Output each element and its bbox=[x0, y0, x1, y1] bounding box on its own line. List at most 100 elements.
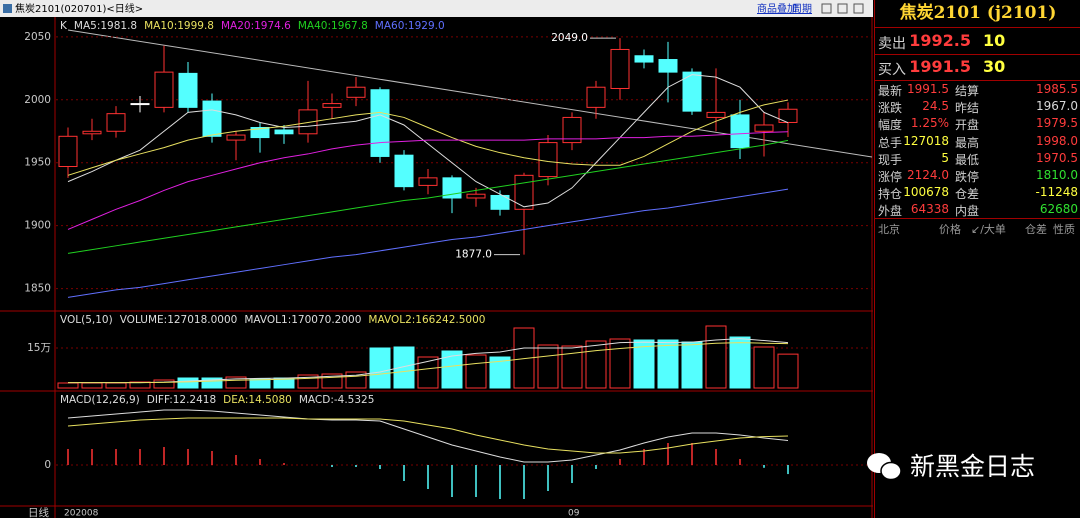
volume-bar bbox=[201, 377, 223, 389]
indicator-line bbox=[67, 139, 789, 254]
candle-body bbox=[418, 177, 438, 186]
x-tick-label: 202008 bbox=[64, 509, 99, 518]
indicator-line bbox=[68, 342, 789, 384]
legend-entry: MACD:-4.5325 bbox=[299, 394, 375, 406]
legend-entry: MA60:1929.0 bbox=[375, 20, 445, 32]
toolbar-icon[interactable] bbox=[837, 3, 848, 14]
candle-body bbox=[370, 89, 390, 157]
candle-body bbox=[754, 124, 774, 132]
volume-bar bbox=[753, 346, 775, 389]
contract-title: 焦炭2101 (j2101) bbox=[875, 0, 1080, 28]
candle-body bbox=[706, 111, 726, 118]
legend-entry: DIFF:12.2418 bbox=[147, 394, 216, 406]
legend-entry: VOL(5,10) bbox=[60, 314, 113, 326]
stat-value: 1970.5 bbox=[1036, 150, 1078, 165]
indicator-line bbox=[67, 131, 789, 230]
volume-bar bbox=[393, 346, 415, 389]
legend-entry: MAVOL2:166242.5000 bbox=[368, 314, 485, 326]
candle-body bbox=[466, 193, 486, 199]
candle-body bbox=[322, 103, 342, 108]
candle-body bbox=[226, 134, 246, 141]
stat-value: 1998.0 bbox=[1036, 133, 1078, 148]
stat-value: -11248 bbox=[1035, 185, 1078, 200]
chart: 焦炭2101(020701)<日线> 商品叠加 周期 日线 1850 1900 19… bbox=[0, 0, 873, 518]
stat-label: 涨停 bbox=[878, 170, 903, 184]
stat-value: 1810.0 bbox=[1036, 168, 1078, 182]
indicator-line bbox=[67, 188, 789, 298]
candle-body bbox=[394, 154, 414, 188]
volume-bar bbox=[465, 354, 487, 389]
stat-value: 1967.0 bbox=[1036, 99, 1078, 114]
volume-bar bbox=[249, 378, 271, 389]
stat-label: 昨结 bbox=[955, 101, 980, 116]
toolbar-icon[interactable] bbox=[853, 3, 864, 14]
watermark: 新黑金日志 bbox=[867, 452, 1035, 481]
stat-label: 最新 bbox=[878, 84, 903, 98]
candle-body bbox=[274, 129, 294, 135]
column-header: ↙/大单 bbox=[971, 223, 1006, 236]
candle-body bbox=[490, 194, 510, 210]
period-button[interactable]: 周期 bbox=[792, 3, 812, 15]
y-tick-label: 2050 bbox=[24, 31, 51, 43]
window-title: 焦炭2101(020701)<日线> bbox=[15, 2, 143, 15]
volume-bar bbox=[81, 382, 103, 389]
y-tick-label: 1850 bbox=[24, 283, 51, 295]
x-tick-label: 09 bbox=[568, 509, 580, 518]
annotation: 1877.0 bbox=[455, 249, 492, 261]
stat-value: 5 bbox=[941, 150, 949, 165]
volume-bar bbox=[609, 338, 631, 389]
stat-value: 1991.5 bbox=[907, 82, 949, 96]
candle-body bbox=[562, 116, 582, 144]
volume-bar bbox=[633, 339, 655, 389]
legend-entry: MA40:1967.8 bbox=[298, 20, 368, 32]
candle-body bbox=[154, 71, 174, 108]
candle-body bbox=[658, 59, 678, 73]
stat-label: 仓差 bbox=[955, 187, 980, 202]
legend-entry: K bbox=[60, 20, 68, 32]
candle-body bbox=[250, 127, 270, 139]
y-tick-label: 1900 bbox=[24, 220, 51, 232]
candle-body bbox=[130, 103, 150, 106]
candle-body bbox=[682, 71, 702, 112]
indicator-line bbox=[67, 74, 789, 208]
stat-label: 跌停 bbox=[955, 170, 980, 184]
candle-body bbox=[610, 48, 630, 89]
stat-label: 涨跌 bbox=[878, 101, 903, 116]
candle-body bbox=[514, 174, 534, 210]
y-tick-label: 15万 bbox=[27, 342, 51, 354]
stat-value: 1985.5 bbox=[1036, 82, 1078, 96]
toolbar-icon[interactable] bbox=[821, 3, 832, 14]
stat-value: 2124.0 bbox=[907, 168, 949, 182]
quote-panel: 焦炭2101 (j2101) 卖出 1992.5 10 买入 1991.5 30… bbox=[874, 0, 1080, 518]
volume-bar bbox=[561, 345, 583, 389]
bid-label: 买入 bbox=[878, 62, 906, 78]
stat-value: 1979.5 bbox=[1036, 116, 1078, 131]
stat-label: 最高 bbox=[955, 135, 980, 150]
ask-volume: 10 bbox=[983, 31, 1006, 50]
indicator-line bbox=[67, 409, 789, 463]
app-icon bbox=[3, 4, 12, 13]
ask-label: 卖出 bbox=[878, 36, 906, 52]
legend-entry: MA5:1981.8 bbox=[74, 20, 137, 32]
column-header: 仓差 bbox=[1025, 223, 1047, 236]
candle-body bbox=[586, 86, 606, 108]
candle-body bbox=[538, 142, 558, 178]
candle-body bbox=[298, 109, 318, 135]
volume-bar bbox=[417, 356, 439, 389]
stat-label: 外盘 bbox=[878, 204, 903, 219]
overlay-button[interactable]: 商品叠加 bbox=[757, 2, 797, 15]
title-bar bbox=[0, 0, 873, 17]
stat-value: 100678 bbox=[903, 185, 949, 200]
y-tick-label: 1950 bbox=[24, 157, 51, 169]
legend-entry: MA10:1999.8 bbox=[144, 20, 214, 32]
stat-value: 24.5 bbox=[922, 99, 949, 114]
candle-body bbox=[202, 100, 222, 137]
column-header: 价格 bbox=[939, 223, 961, 236]
volume-bar bbox=[585, 340, 607, 389]
candle-body bbox=[106, 113, 126, 132]
legend-entry: MAVOL1:170070.2000 bbox=[244, 314, 361, 326]
stat-label: 开盘 bbox=[955, 118, 980, 133]
indicator-line bbox=[67, 99, 789, 176]
legend-entry: MA20:1974.6 bbox=[221, 20, 291, 32]
